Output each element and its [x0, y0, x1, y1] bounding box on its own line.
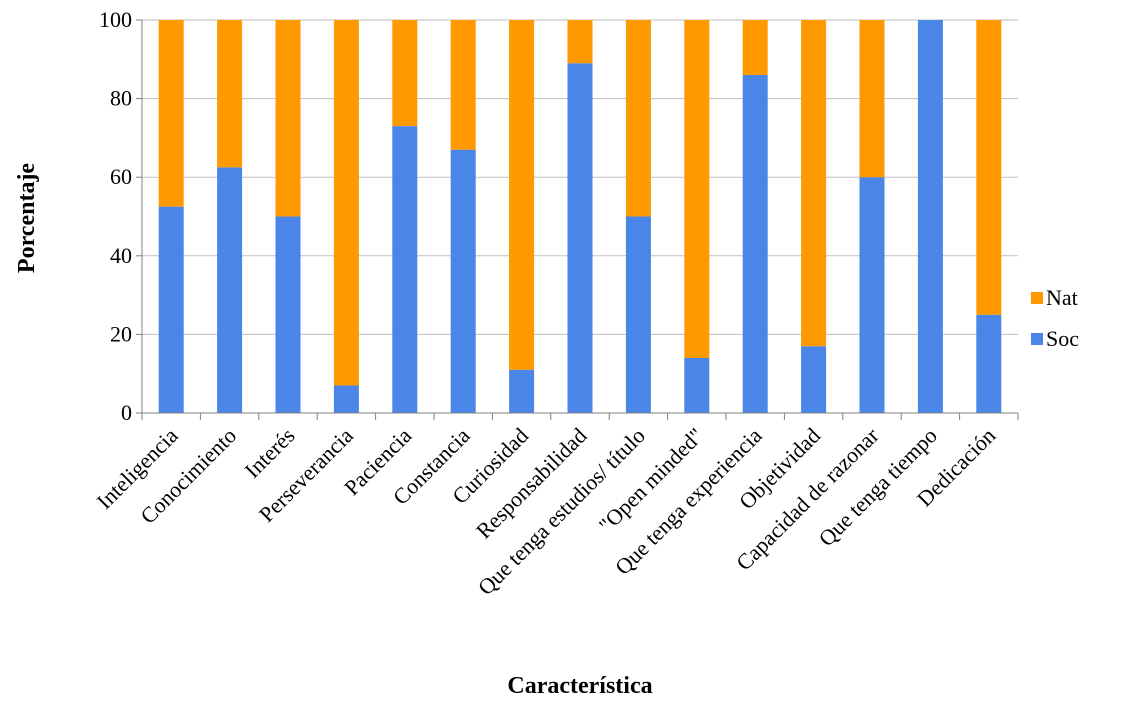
bar-nat — [275, 20, 301, 217]
legend-swatch-nat — [1031, 292, 1043, 304]
bar-nat — [333, 20, 359, 386]
bar-soc — [742, 75, 768, 414]
bar-nat — [158, 20, 184, 207]
bar-soc — [801, 346, 827, 413]
bar-soc — [976, 314, 1002, 413]
legend-label-soc: Soc — [1046, 326, 1079, 351]
legend-swatch-soc — [1031, 333, 1043, 345]
x-tick-labels: InteligenciaConocimientoInterésPersevera… — [92, 422, 1001, 600]
bar-soc — [333, 385, 359, 413]
y-axis-title: Porcentaje — [14, 163, 40, 274]
bar-soc — [275, 216, 301, 413]
bar-nat — [684, 20, 710, 358]
bar-nat — [976, 20, 1002, 315]
y-tick-label: 20 — [110, 321, 132, 346]
bars — [158, 20, 1002, 414]
y-tick-label: 0 — [121, 400, 132, 425]
bar-nat — [392, 20, 418, 127]
bar-nat — [217, 20, 243, 168]
legend-label-nat: Nat — [1046, 285, 1078, 310]
bar-soc — [684, 357, 710, 413]
y-tick-label: 60 — [110, 164, 132, 189]
bar-nat — [450, 20, 476, 150]
bar-nat — [742, 20, 768, 76]
bar-soc — [567, 63, 593, 413]
bar-nat — [509, 20, 535, 370]
bar-nat — [567, 20, 593, 64]
bar-soc — [392, 126, 418, 414]
y-tick-label: 100 — [99, 7, 132, 32]
y-tick-label: 40 — [110, 243, 132, 268]
bar-soc — [450, 149, 476, 413]
y-tick-labels: 0 20 40 60 80 100 — [99, 7, 132, 425]
bar-soc — [217, 167, 243, 413]
bar-soc — [859, 177, 885, 413]
legend: Nat Soc — [1031, 285, 1079, 351]
bar-soc — [917, 20, 943, 413]
axes — [136, 19, 1019, 420]
bar-nat — [859, 20, 885, 178]
bar-soc — [158, 206, 184, 413]
bar-soc — [625, 216, 651, 413]
bar-nat — [801, 20, 827, 347]
y-tick-label: 80 — [110, 86, 132, 111]
bar-nat — [625, 20, 651, 217]
bar-soc — [509, 369, 535, 413]
x-axis-title: Característica — [507, 673, 652, 699]
